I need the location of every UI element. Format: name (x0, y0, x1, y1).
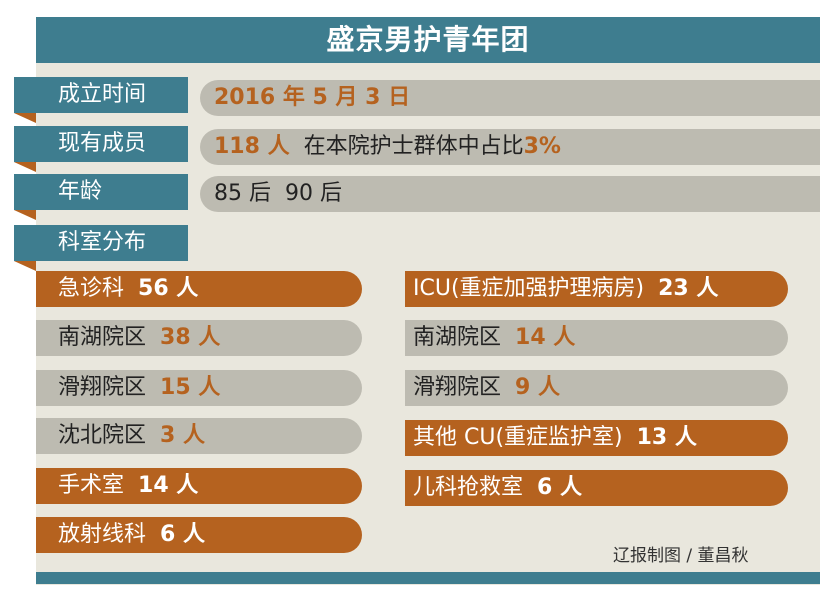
label-members: 现有成员 (14, 126, 188, 162)
value-age: 85 后 90 后 (200, 176, 820, 212)
department-count: 3 人 (160, 423, 205, 448)
ribbon-fold (14, 162, 36, 172)
department-count: 14 人 (515, 325, 576, 350)
department-bar: 放射线科 6 人 (36, 517, 362, 553)
department-name: 南湖院区 (413, 325, 502, 350)
department-bar: 其他 CU(重症监护室) 13 人 (405, 420, 788, 456)
department-bar: 南湖院区 38 人 (36, 320, 362, 356)
member-share-label: 在本院护士群体中占比 (303, 134, 524, 159)
label-age: 年龄 (14, 174, 188, 210)
credit: 辽报制图 / 董昌秋 (613, 546, 749, 566)
department-count: 6 人 (537, 475, 582, 500)
department-bar: 滑翔院区 9 人 (405, 370, 788, 406)
department-name: 手术室 (58, 473, 125, 498)
department-name: 放射线科 (58, 522, 147, 547)
label-departments: 科室分布 (14, 225, 188, 261)
department-name: 滑翔院区 (58, 375, 147, 400)
department-count: 14 人 (138, 473, 199, 498)
bottom-stripe (36, 572, 820, 584)
department-count: 9 人 (515, 375, 560, 400)
department-count: 13 人 (636, 425, 697, 450)
department-name: 急诊科 (58, 276, 125, 301)
department-bar: 手术室 14 人 (36, 468, 362, 504)
value-members: 118 人 在本院护士群体中占比3% (200, 129, 820, 165)
department-name: ICU(重症加强护理病房) (413, 276, 645, 301)
department-count: 6 人 (160, 522, 205, 547)
ribbon-fold (14, 210, 36, 220)
department-name: 其他 CU(重症监护室) (413, 425, 623, 450)
department-bar: 南湖院区 14 人 (405, 320, 788, 356)
department-bar: 沈北院区 3 人 (36, 418, 362, 454)
department-count: 56 人 (138, 276, 199, 301)
founded-date: 2016 年 5 月 3 日 (214, 85, 411, 110)
member-count: 118 人 (214, 134, 290, 159)
department-name: 沈北院区 (58, 423, 147, 448)
ribbon-fold (14, 113, 36, 123)
department-count: 23 人 (658, 276, 719, 301)
department-bar: 儿科抢救室 6 人 (405, 470, 788, 506)
label-founded: 成立时间 (14, 77, 188, 113)
department-name: 南湖院区 (58, 325, 147, 350)
department-count: 15 人 (160, 375, 221, 400)
value-founded: 2016 年 5 月 3 日 (200, 80, 820, 116)
department-count: 38 人 (160, 325, 221, 350)
member-share: 3% (523, 134, 561, 159)
department-name: 儿科抢救室 (413, 475, 524, 500)
department-bar: 滑翔院区 15 人 (36, 370, 362, 406)
department-bar: 急诊科 56 人 (36, 271, 362, 307)
department-bar: ICU(重症加强护理病房) 23 人 (405, 271, 788, 307)
ribbon-fold (14, 261, 36, 271)
department-name: 滑翔院区 (413, 375, 502, 400)
title: 盛京男护青年团 (36, 17, 820, 63)
